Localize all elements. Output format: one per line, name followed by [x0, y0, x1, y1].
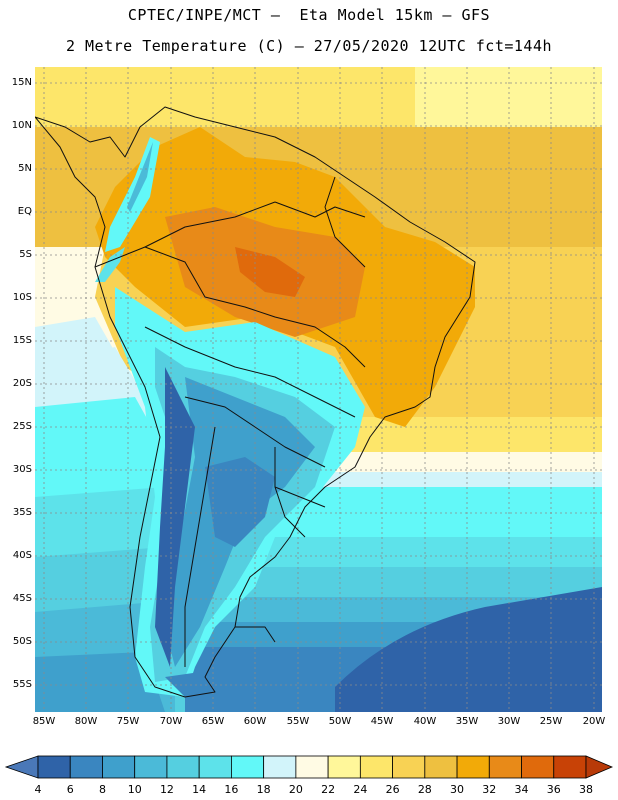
lat-tick-label: 50S — [12, 636, 32, 647]
lon-tick-label: 40W — [413, 716, 437, 727]
colorbar-tick-label: 12 — [159, 783, 174, 796]
lon-tick-label: 30W — [497, 716, 521, 727]
lon-tick-label: 85W — [32, 716, 56, 727]
colorbar-tick-label: 8 — [98, 783, 106, 796]
lon-tick-label: 65W — [201, 716, 225, 727]
colorbar-swatch — [263, 755, 297, 779]
lat-tick-label: EQ — [17, 206, 32, 217]
colorbar-swatch — [327, 755, 361, 779]
colorbar-swatch — [585, 755, 614, 779]
colorbar-swatch — [4, 755, 39, 779]
lat-tick-label: 15S — [12, 335, 32, 346]
colorbar-swatch — [134, 755, 168, 779]
lat-tick-label: 5S — [19, 249, 32, 260]
colorbar-tick-label: 24 — [353, 783, 368, 796]
lon-tick-label: 45W — [370, 716, 394, 727]
colorbar — [4, 755, 614, 779]
lon-tick-label: 20W — [582, 716, 606, 727]
colorbar-swatch — [166, 755, 200, 779]
colorbar-swatch — [231, 755, 265, 779]
lat-tick-label: 20S — [12, 378, 32, 389]
lat-tick-label: 45S — [12, 593, 32, 604]
colorbar-swatch — [456, 755, 490, 779]
colorbar-swatch — [198, 755, 232, 779]
colorbar-swatch — [392, 755, 426, 779]
colorbar-tick-label: 26 — [385, 783, 400, 796]
colorbar-tick-label: 38 — [579, 783, 593, 796]
lon-tick-label: 70W — [159, 716, 183, 727]
colorbar-tick-label: 28 — [417, 783, 432, 796]
country-borders — [35, 106, 476, 698]
colorbar-tick-label: 4 — [34, 783, 42, 796]
colorbar-swatch — [295, 755, 329, 779]
lat-tick-label: 35S — [12, 507, 32, 518]
colorbar-tick-label: 32 — [482, 783, 497, 796]
lat-tick-label: 10N — [11, 120, 32, 131]
colorbar-swatch — [521, 755, 555, 779]
chart-title: CPTEC/INPE/MCT – Eta Model 15km – GFS — [127, 6, 491, 24]
chart-subtitle: 2 Metre Temperature (C) – 27/05/2020 12U… — [65, 37, 553, 55]
lon-tick-label: 50W — [328, 716, 352, 727]
colorbar-swatch — [69, 755, 103, 779]
lat-tick-label: 25S — [12, 421, 32, 432]
colorbar-swatch — [488, 755, 522, 779]
temperature-map — [35, 67, 602, 712]
lon-tick-label: 25W — [539, 716, 563, 727]
colorbar-swatch — [424, 755, 458, 779]
colorbar-tick-label: 16 — [224, 783, 239, 796]
colorbar-tick-label: 18 — [256, 783, 271, 796]
colorbar-tick-label: 22 — [321, 783, 336, 796]
colorbar-tick-label: 10 — [127, 783, 142, 796]
lat-tick-label: 40S — [12, 550, 32, 561]
lon-tick-label: 35W — [455, 716, 479, 727]
colorbar-swatch — [102, 755, 136, 779]
lon-tick-label: 80W — [74, 716, 98, 727]
lon-tick-label: 75W — [116, 716, 140, 727]
lat-tick-label: 10S — [12, 292, 32, 303]
colorbar-tick-label: 36 — [546, 783, 561, 796]
temperature-field — [35, 67, 602, 712]
lat-tick-label: 15N — [11, 77, 32, 88]
lat-tick-label: 30S — [12, 464, 32, 475]
colorbar-tick-label: 34 — [514, 783, 529, 796]
colorbar-swatch — [359, 755, 393, 779]
lat-tick-label: 55S — [12, 679, 32, 690]
lat-tick-label: 5N — [18, 163, 32, 174]
colorbar-swatch — [37, 755, 71, 779]
colorbar-tick-label: 20 — [288, 783, 303, 796]
colorbar-tick-label: 14 — [192, 783, 207, 796]
colorbar-tick-label: 6 — [66, 783, 74, 796]
colorbar-tick-label: 30 — [450, 783, 465, 796]
colorbar-swatch — [553, 755, 587, 779]
lon-tick-label: 55W — [286, 716, 310, 727]
lon-tick-label: 60W — [243, 716, 267, 727]
